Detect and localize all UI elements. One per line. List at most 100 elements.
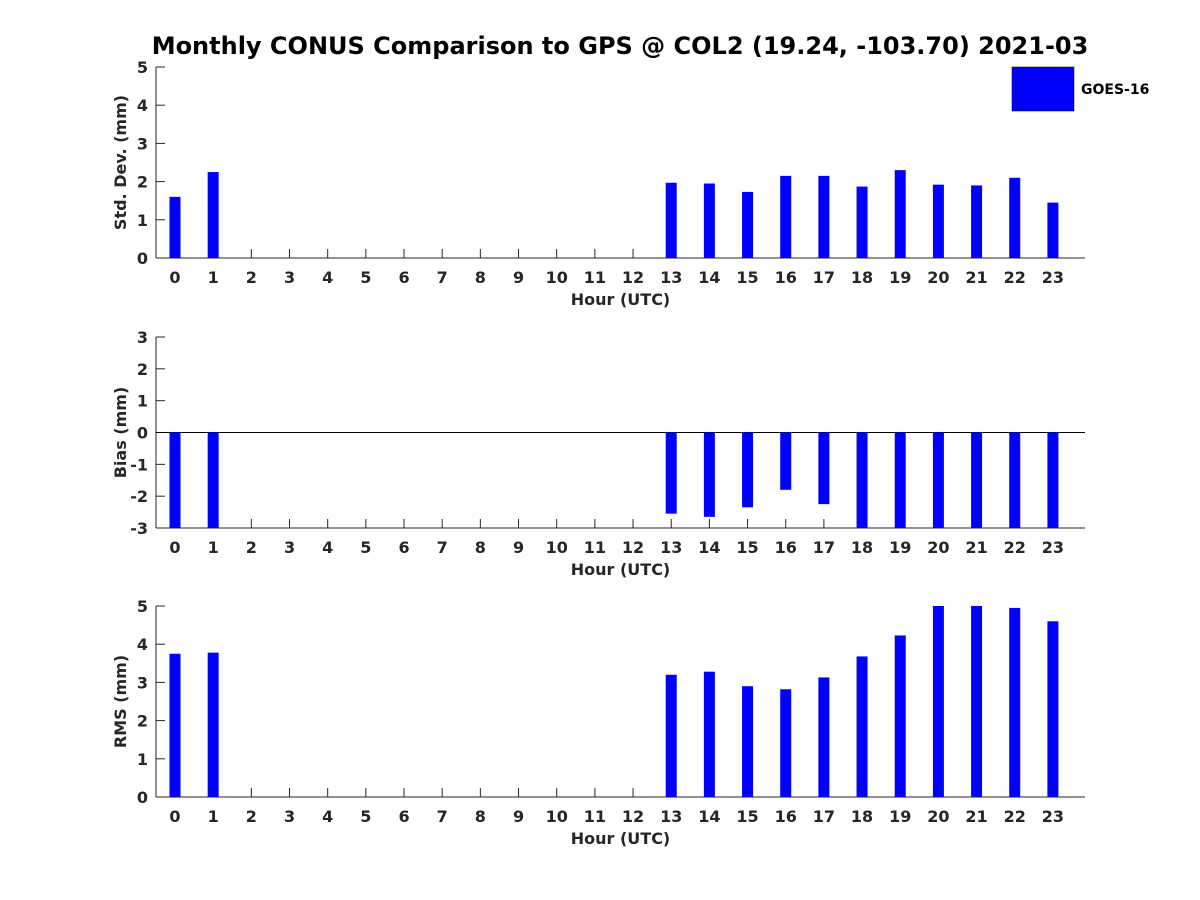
bar — [856, 656, 868, 797]
x-tick-label: 14 — [698, 807, 720, 826]
bar — [665, 432, 677, 514]
x-tick-label: 2 — [246, 268, 257, 287]
bar — [207, 432, 219, 528]
x-tick-label: 16 — [775, 268, 797, 287]
y-tick-label: 2 — [137, 360, 148, 379]
x-tick-label: 12 — [622, 268, 644, 287]
x-tick-label: 23 — [1042, 538, 1064, 557]
x-tick-label: 19 — [889, 807, 911, 826]
bar — [207, 172, 219, 258]
x-tick-label: 21 — [965, 538, 987, 557]
bar — [742, 686, 754, 797]
x-tick-label: 3 — [284, 268, 295, 287]
bar — [932, 184, 944, 258]
x-tick-label: 6 — [398, 268, 409, 287]
y-tick-label: 1 — [137, 750, 148, 769]
x-tick-label: 9 — [513, 268, 524, 287]
bar — [665, 182, 677, 258]
x-tick-label: 5 — [360, 538, 371, 557]
bar — [856, 186, 868, 258]
x-tick-label: 20 — [927, 268, 949, 287]
x-tick-label: 11 — [584, 538, 606, 557]
x-tick-label: 19 — [889, 268, 911, 287]
bar — [780, 175, 792, 258]
y-axis-label: Bias (mm) — [111, 387, 130, 479]
bar — [169, 653, 181, 797]
bar — [780, 432, 792, 490]
y-tick-label: 3 — [137, 328, 148, 347]
bar — [703, 671, 715, 797]
x-tick-label: 15 — [736, 268, 758, 287]
y-tick-label: 4 — [137, 96, 148, 115]
x-tick-label: 7 — [437, 807, 448, 826]
bar — [856, 432, 868, 528]
x-tick-label: 4 — [322, 538, 333, 557]
x-tick-label: 20 — [927, 538, 949, 557]
bar — [169, 432, 181, 528]
x-tick-label: 13 — [660, 268, 682, 287]
x-tick-label: 17 — [813, 268, 835, 287]
x-tick-label: 3 — [284, 538, 295, 557]
x-tick-label: 8 — [475, 807, 486, 826]
x-tick-label: 21 — [965, 807, 987, 826]
bar — [932, 606, 944, 797]
bar — [665, 674, 677, 797]
x-tick-label: 16 — [775, 538, 797, 557]
x-tick-label: 21 — [965, 268, 987, 287]
x-tick-label: 14 — [698, 538, 720, 557]
x-tick-label: 1 — [208, 268, 219, 287]
bar — [780, 689, 792, 797]
x-tick-label: 6 — [398, 807, 409, 826]
x-tick-label: 2 — [246, 538, 257, 557]
bar — [818, 175, 830, 258]
x-tick-label: 19 — [889, 538, 911, 557]
bar — [894, 432, 906, 528]
x-tick-label: 0 — [169, 268, 180, 287]
bar — [1009, 432, 1021, 528]
bar — [818, 432, 830, 505]
bar — [742, 432, 754, 508]
y-tick-label: 0 — [137, 249, 148, 268]
x-tick-label: 10 — [546, 268, 568, 287]
y-tick-label: 5 — [137, 58, 148, 77]
y-tick-label: 1 — [137, 211, 148, 230]
x-tick-label: 1 — [208, 807, 219, 826]
x-tick-label: 3 — [284, 807, 295, 826]
y-tick-label: 2 — [137, 712, 148, 731]
x-tick-label: 1 — [208, 538, 219, 557]
x-axis-label: Hour (UTC) — [571, 290, 671, 309]
x-tick-label: 2 — [246, 807, 257, 826]
x-tick-label: 22 — [1004, 538, 1026, 557]
x-axis-label: Hour (UTC) — [571, 829, 671, 848]
x-tick-label: 5 — [360, 807, 371, 826]
bar — [894, 635, 906, 797]
bar — [1047, 202, 1059, 258]
x-tick-label: 16 — [775, 807, 797, 826]
bar — [1009, 177, 1021, 258]
x-axis-label: Hour (UTC) — [571, 560, 671, 579]
chart-title: Monthly CONUS Comparison to GPS @ COL2 (… — [152, 32, 1089, 60]
bar — [971, 432, 983, 528]
x-tick-label: 17 — [813, 807, 835, 826]
x-tick-label: 8 — [475, 538, 486, 557]
y-tick-label: 3 — [137, 673, 148, 692]
x-tick-label: 9 — [513, 807, 524, 826]
y-tick-label: 4 — [137, 635, 148, 654]
bar — [971, 606, 983, 797]
bar — [1047, 432, 1059, 528]
x-tick-label: 18 — [851, 538, 873, 557]
y-tick-label: 2 — [137, 173, 148, 192]
x-tick-label: 14 — [698, 268, 720, 287]
x-tick-label: 23 — [1042, 807, 1064, 826]
x-tick-label: 18 — [851, 268, 873, 287]
bar — [971, 185, 983, 258]
x-tick-label: 18 — [851, 807, 873, 826]
x-tick-label: 20 — [927, 807, 949, 826]
y-tick-label: 3 — [137, 134, 148, 153]
x-tick-label: 0 — [169, 538, 180, 557]
bar — [894, 170, 906, 258]
y-tick-label: -2 — [130, 487, 148, 506]
